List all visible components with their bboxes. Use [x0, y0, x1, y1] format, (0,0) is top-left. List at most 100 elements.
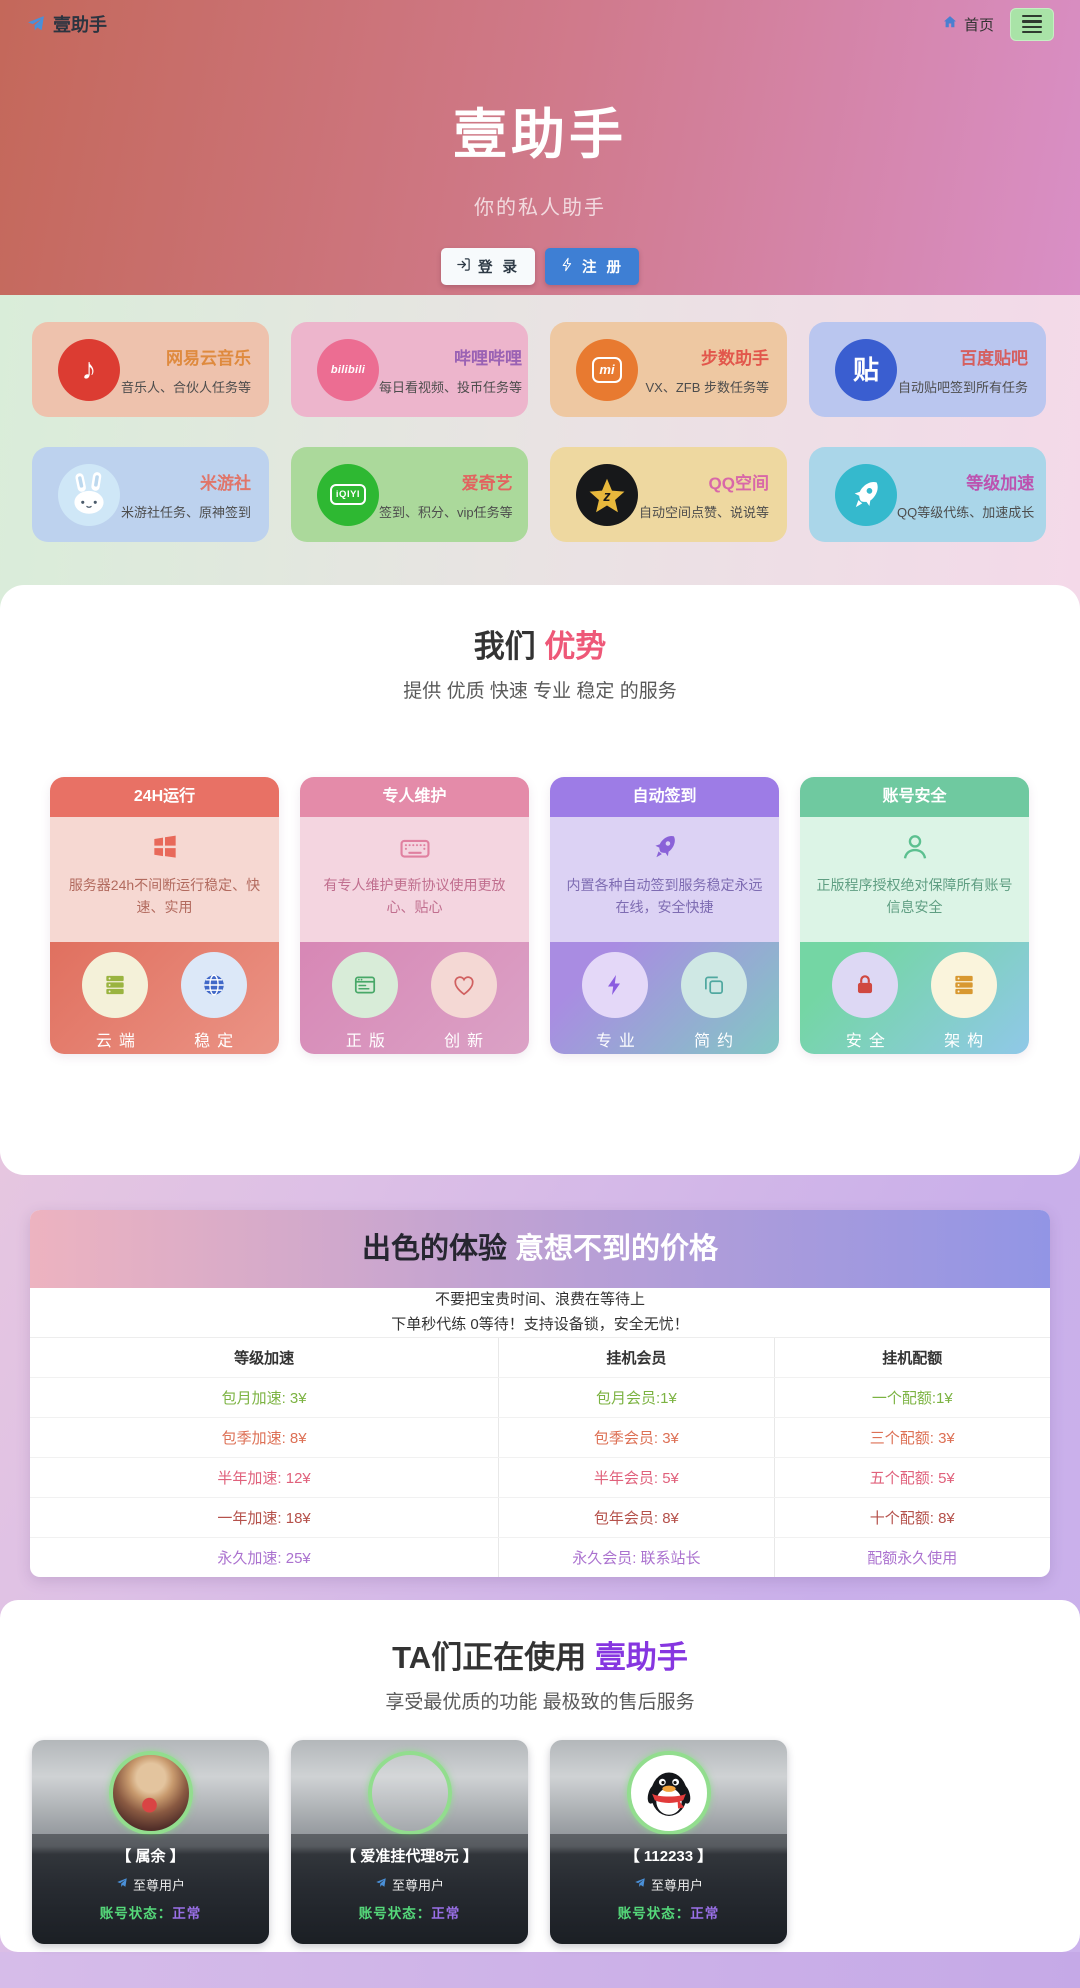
- advantage-card-auto-signin: 自动签到 内置各种自动签到服务稳定永远在线，安全快捷 专业 简约: [550, 777, 779, 1054]
- service-desc: 音乐人、合伙人任务等: [120, 379, 251, 395]
- bilibili-icon: bilibili: [317, 338, 379, 401]
- xiaomi-steps-icon: mi: [576, 338, 638, 401]
- feature-label: 架构: [944, 1033, 991, 1050]
- svg-text:z: z: [602, 488, 611, 504]
- users-subtitle: 享受最优质的功能 最极致的售后服务: [385, 1692, 695, 1713]
- advantage-card-title: 账号安全: [800, 777, 1029, 817]
- iqiyi-icon: iQIYI: [317, 463, 379, 526]
- paper-plane-icon: [634, 1877, 646, 1892]
- user-tier-label: 至尊用户: [132, 1878, 185, 1893]
- lightning-icon: [582, 952, 649, 1018]
- browser-icon: [332, 952, 399, 1018]
- user-card: 【 爱准挂代理8元 】 至尊用户 账号状态：正常: [291, 1740, 528, 1944]
- netease-music-icon: ♪: [58, 338, 120, 401]
- pricing-row: 包月加速: 3¥ 包月会员:1¥ 一个配额:1¥: [30, 1378, 1050, 1418]
- brand-logo[interactable]: 壹助手: [26, 11, 107, 37]
- nav-home-link[interactable]: 首页: [942, 14, 994, 35]
- pricing-title: 出色的体验 意想不到的价格: [30, 1210, 1050, 1288]
- advantages-title: 我们 优势: [473, 629, 607, 664]
- user-card: 【 属余 】 至尊用户 账号状态：正常: [32, 1740, 269, 1944]
- service-card-iqiyi[interactable]: iQIYI 爱奇艺 签到、积分、vip任务等: [291, 447, 528, 542]
- windows-icon: [66, 831, 263, 865]
- avatar: [367, 1751, 452, 1835]
- service-card-steps[interactable]: mi 步数助手 VX、ZFB 步数任务等: [550, 322, 787, 417]
- service-title: 网易云音乐: [166, 348, 251, 368]
- service-card-miyoushe[interactable]: 米游社 米游社任务、原神签到: [32, 447, 269, 542]
- service-desc: 米游社任务、原神签到: [120, 504, 251, 520]
- server-icon: [82, 952, 149, 1018]
- service-card-level-boost[interactable]: 等级加速 QQ等级代练、加速成长: [809, 447, 1046, 542]
- login-icon: [456, 257, 471, 276]
- footer-band: [0, 1952, 1080, 1988]
- keyboard-icon: [316, 831, 513, 865]
- login-label: 登 录: [477, 260, 520, 276]
- paper-plane-icon: [26, 14, 46, 34]
- advantages-subtitle: 提供 优质 快速 专业 稳定 的服务: [403, 681, 677, 702]
- service-desc: 自动贴吧签到所有任务: [897, 379, 1028, 395]
- pricing-subtitle: 不要把宝贵时间、浪费在等待上 下单秒代练 0等待！支持设备锁，安全无忧！: [391, 1290, 689, 1333]
- account-status: 账号状态：正常: [617, 1906, 720, 1921]
- home-icon: [942, 14, 958, 34]
- heart-icon: [430, 952, 497, 1018]
- advantage-card-maintenance: 专人维护 有专人维护更新协议使用更放心、贴心 正版 创新: [300, 777, 529, 1054]
- user-name: 【 属余 】: [116, 1848, 185, 1865]
- advantage-card-24h: 24H运行 服务器24h不间断运行稳定、快速、实用 云端 稳定: [50, 777, 279, 1054]
- avatar: [108, 1751, 193, 1835]
- advantage-card-desc: 内置各种自动签到服务稳定永远在线，安全快捷: [566, 877, 763, 916]
- advantage-card-title: 24H运行: [50, 777, 279, 817]
- service-desc: 自动空间点赞、说说等: [638, 504, 769, 520]
- service-desc: QQ等级代练、加速成长: [897, 504, 1035, 520]
- pricing-row: 包季加速: 8¥ 包季会员: 3¥ 三个配额: 3¥: [30, 1418, 1050, 1458]
- services-section: ♪ 网易云音乐 音乐人、合伙人任务等 bilibili 哔哩哔哩 每日看视频、投…: [0, 295, 1080, 610]
- globe-icon: [180, 952, 247, 1018]
- pricing-section: 出色的体验 意想不到的价格 不要把宝贵时间、浪费在等待上 下单秒代练 0等待！支…: [30, 1210, 1050, 1577]
- register-button[interactable]: 注 册: [545, 248, 640, 285]
- paper-plane-icon: [116, 1877, 128, 1892]
- menu-button[interactable]: [1010, 7, 1054, 41]
- hero-subtitle: 你的私人助手: [474, 197, 606, 219]
- lock-icon: [832, 952, 899, 1018]
- service-title: 哔哩哔哩: [454, 348, 523, 368]
- pricing-row: 半年加速: 12¥ 半年会员: 5¥ 五个配额: 5¥: [30, 1458, 1050, 1498]
- advantage-card-account-safety: 账号安全 正版程序授权绝对保障所有账号信息安全 安全 架构: [800, 777, 1029, 1054]
- service-card-netease-music[interactable]: ♪ 网易云音乐 音乐人、合伙人任务等: [32, 322, 269, 417]
- service-title: 爱奇艺: [461, 473, 513, 493]
- pricing-table-header: 等级加速 挂机会员 挂机配额: [30, 1338, 1050, 1378]
- login-button[interactable]: 登 录: [440, 248, 535, 285]
- nav-home-label: 首页: [963, 16, 994, 34]
- rocket-icon: [835, 463, 897, 526]
- feature-label: 安全: [845, 1033, 892, 1050]
- rocket-icon: [566, 831, 763, 865]
- service-desc: VX、ZFB 步数任务等: [645, 379, 769, 395]
- feature-label: 稳定: [194, 1033, 241, 1050]
- feature-label: 创新: [444, 1033, 491, 1050]
- user-icon: [816, 831, 1013, 865]
- account-status: 账号状态：正常: [99, 1906, 202, 1921]
- register-label: 注 册: [582, 260, 625, 276]
- account-status: 账号状态：正常: [358, 1906, 461, 1921]
- service-card-qzone[interactable]: z QQ空间 自动空间点赞、说说等: [550, 447, 787, 542]
- advantage-card-desc: 服务器24h不间断运行稳定、快速、实用: [68, 877, 261, 916]
- service-desc: 签到、积分、vip任务等: [379, 504, 513, 520]
- service-card-bilibili[interactable]: bilibili 哔哩哔哩 每日看视频、投币任务等: [291, 322, 528, 417]
- baidu-tieba-icon: 贴: [835, 338, 897, 401]
- brand-name: 壹助手: [53, 15, 107, 35]
- feature-label: 专业: [595, 1033, 642, 1050]
- feature-label: 云端: [95, 1033, 142, 1050]
- user-name: 【 112233 】: [624, 1848, 713, 1865]
- service-card-tieba[interactable]: 贴 百度贴吧 自动贴吧签到所有任务: [809, 322, 1046, 417]
- service-title: QQ空间: [708, 473, 769, 493]
- advantage-card-desc: 有专人维护更新协议使用更放心、贴心: [323, 877, 506, 916]
- database-icon: [930, 952, 997, 1018]
- pricing-row: 永久加速: 25¥ 永久会员: 联系站长 配额永久使用: [30, 1538, 1050, 1577]
- service-desc: 每日看视频、投币任务等: [379, 379, 523, 395]
- users-section: TA们正在使用 壹助手 享受最优质的功能 最极致的售后服务 【 属余 】 至尊用…: [0, 1600, 1080, 1952]
- user-name: 【 爱准挂代理8元 】: [341, 1848, 478, 1865]
- hero-title: 壹助手: [453, 105, 627, 165]
- advantages-section: 我们 优势 提供 优质 快速 专业 稳定 的服务 24H运行 服务器24h不间断…: [0, 585, 1080, 1175]
- hero-section: 壹助手 首页 壹助手 你的私人助手 登 录 注 册: [0, 0, 1080, 295]
- qzone-star-icon: z: [576, 463, 638, 526]
- advantage-card-title: 自动签到: [550, 777, 779, 817]
- feature-label: 正版: [345, 1033, 392, 1050]
